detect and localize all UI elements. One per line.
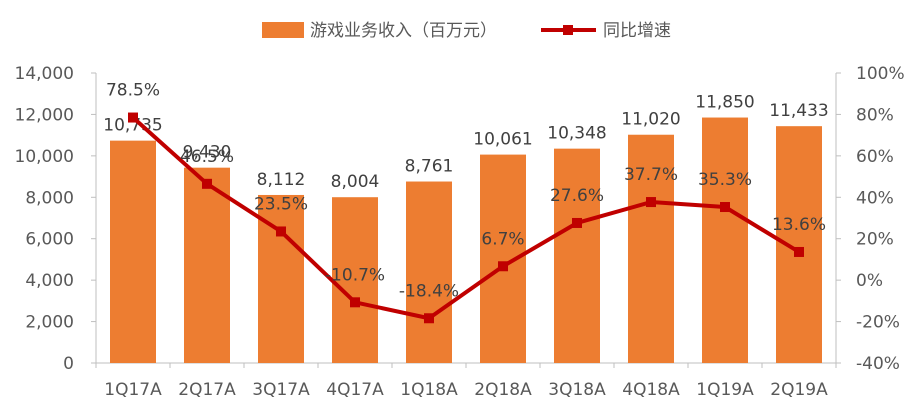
left-tick-label: 4,000 [25,271,74,291]
x-tick-label: 1Q17A [104,380,162,400]
bar-value-label: 11,433 [769,101,828,121]
line-marker [276,226,286,237]
x-tick-label: 3Q18A [548,380,606,400]
line-marker [794,246,804,257]
line-marker [128,112,138,123]
left-tick-label: 12,000 [15,105,74,125]
bar-value-label: 10,061 [473,130,532,150]
line-value-label: 27.6% [550,186,604,206]
right-tick-label: 60% [856,147,894,167]
right-tick-label: 0% [856,271,883,291]
legend-bar-label: 游戏业务收入（百万元） [310,21,497,41]
bar-value-label: 8,761 [405,157,454,177]
legend-line-marker [563,25,573,35]
line-marker [646,197,656,208]
bar-value-label: 9,430 [183,143,232,163]
bar-value-label: 8,004 [331,172,380,192]
x-tick-label: 1Q18A [400,380,458,400]
legend: 游戏业务收入（百万元） 同比增速 [262,21,671,41]
x-tick-label: 2Q18A [474,380,532,400]
line-marker [572,217,582,228]
line-marker [498,261,508,272]
right-tick-label: 20% [856,230,894,250]
right-tick-label: -40% [856,354,900,374]
right-tick-label: 40% [856,188,894,208]
left-tick-label: 14,000 [15,64,74,84]
bar [554,148,600,363]
line-value-label: 78.5% [106,81,160,101]
bar [110,140,156,363]
left-tick-label: 10,000 [15,147,74,167]
left-tick-label: 2,000 [25,313,74,333]
left-tick-label: 8,000 [25,188,74,208]
bar-value-label: 8,112 [257,170,306,190]
x-tick-label: 2Q17A [178,380,236,400]
bar [332,197,378,363]
line-value-label: 37.7% [624,165,678,185]
bar [406,181,452,363]
line-marker [350,297,360,308]
x-tick-label: 4Q18A [622,380,680,400]
line-value-label: 35.3% [698,170,752,190]
legend-bar-swatch [262,22,304,38]
x-tick-label: 4Q17A [326,380,384,400]
line-value-label: 6.7% [481,229,524,249]
bar-value-label: 11,850 [695,93,754,113]
line-marker [424,313,434,324]
line-value-label: 46.5% [180,147,234,167]
right-tick-label: -20% [856,313,900,333]
right-tick-label: 80% [856,105,894,125]
bar-value-label: 11,020 [621,110,680,130]
x-tick-label: 3Q17A [252,380,310,400]
legend-line-label: 同比增速 [603,21,671,41]
bar-value-label: 10,348 [547,124,606,144]
growth-line [131,116,801,321]
line-value-label: -18.4% [399,281,459,301]
line-value-label: 23.5% [254,194,308,214]
right-tick-label: 100% [856,64,905,84]
left-tick-label: 0 [63,354,74,374]
line-marker [202,178,212,189]
bar [776,126,822,363]
bar [184,167,230,363]
x-tick-label: 2Q19A [770,380,828,400]
bar [628,134,674,363]
left-tick-label: 6,000 [25,230,74,250]
line-value-label: -10.7% [325,265,385,285]
bar [702,117,748,364]
line-value-label: 13.6% [772,215,826,235]
line-marker [720,202,730,213]
plot-area: 0 2,000 4,000 6,000 8,000 10,000 12,000 14,000 -… [15,64,905,400]
x-tick-label: 1Q19A [696,380,754,400]
